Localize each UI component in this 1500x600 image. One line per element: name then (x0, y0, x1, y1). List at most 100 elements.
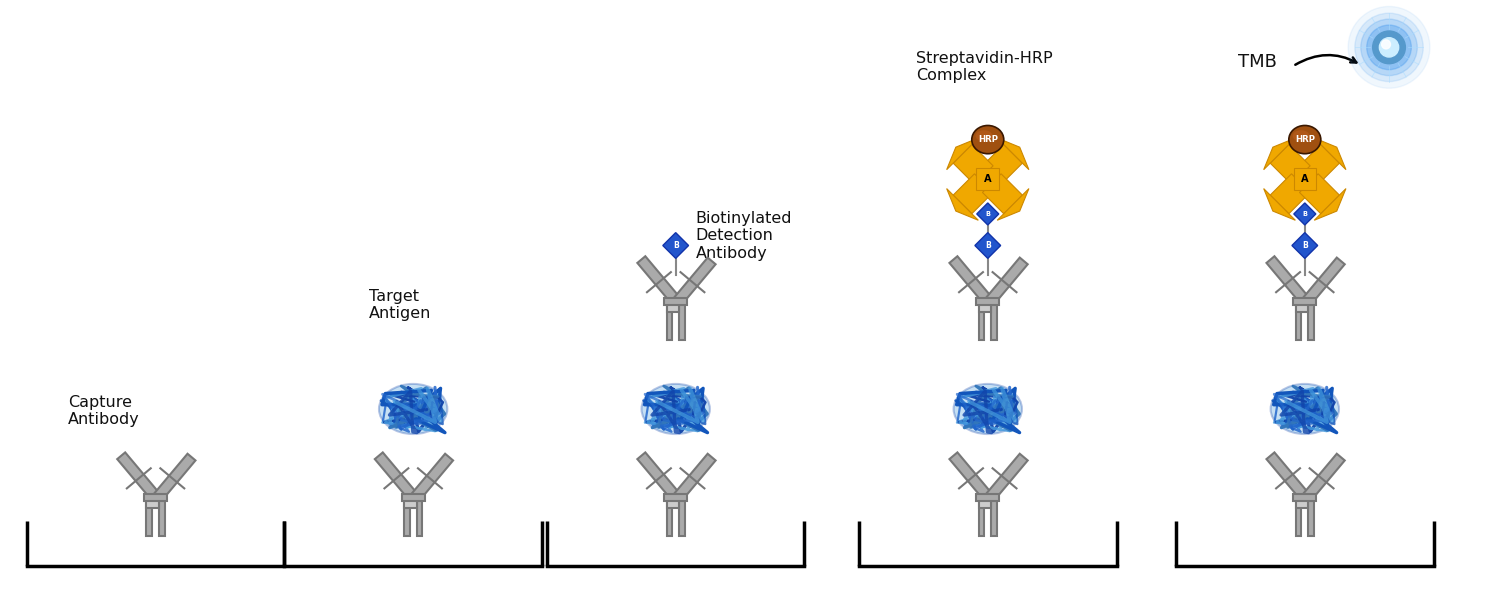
Polygon shape (975, 233, 1000, 259)
Text: A: A (1300, 174, 1308, 184)
Polygon shape (1299, 174, 1340, 214)
Bar (978, 303, 992, 312)
Bar (666, 300, 672, 340)
Polygon shape (411, 454, 453, 500)
Text: A: A (984, 174, 992, 184)
Bar (664, 494, 687, 501)
Polygon shape (952, 174, 993, 214)
Text: B: B (674, 241, 678, 250)
Polygon shape (950, 452, 992, 499)
Text: B: B (1302, 241, 1308, 250)
Polygon shape (375, 452, 416, 499)
Text: Target
Antigen: Target Antigen (369, 289, 430, 321)
Bar (147, 499, 159, 508)
Polygon shape (982, 174, 1023, 214)
Bar (680, 496, 686, 536)
Bar (1308, 300, 1314, 340)
Circle shape (1348, 7, 1430, 88)
Bar (1293, 168, 1316, 190)
Bar (1296, 499, 1308, 508)
Polygon shape (1266, 452, 1308, 499)
Polygon shape (998, 138, 1029, 170)
Text: HRP: HRP (978, 135, 998, 144)
Text: HRP: HRP (1294, 135, 1316, 144)
Text: B: B (986, 241, 990, 250)
Bar (976, 494, 999, 501)
Polygon shape (946, 188, 978, 220)
Polygon shape (1270, 145, 1310, 184)
Polygon shape (1263, 138, 1296, 170)
Bar (1308, 496, 1314, 536)
Bar (666, 303, 680, 312)
Bar (1293, 494, 1317, 501)
Bar (1296, 303, 1308, 312)
Bar (680, 300, 686, 340)
Ellipse shape (1270, 384, 1340, 434)
Bar (1293, 298, 1317, 305)
Polygon shape (1314, 138, 1346, 170)
Polygon shape (1304, 257, 1344, 304)
Bar (404, 496, 410, 536)
Bar (404, 499, 417, 508)
Polygon shape (976, 203, 999, 225)
Polygon shape (987, 454, 1028, 500)
Polygon shape (117, 452, 159, 499)
Bar (992, 496, 998, 536)
Bar (159, 496, 165, 536)
Text: Streptavidin-HRP
Complex: Streptavidin-HRP Complex (916, 51, 1053, 83)
Bar (976, 168, 999, 190)
Bar (978, 496, 984, 536)
Bar (664, 298, 687, 305)
Bar (666, 499, 680, 508)
Circle shape (1372, 31, 1406, 64)
Polygon shape (638, 452, 680, 499)
Text: TMB: TMB (1238, 53, 1276, 71)
Polygon shape (982, 145, 1023, 184)
Text: B: B (986, 211, 990, 217)
Polygon shape (998, 188, 1029, 220)
Polygon shape (952, 145, 993, 184)
Polygon shape (1299, 145, 1340, 184)
Bar (417, 496, 423, 536)
Polygon shape (674, 257, 716, 304)
Bar (1296, 300, 1302, 340)
Bar (1296, 496, 1302, 536)
Bar (144, 494, 166, 501)
Polygon shape (1314, 188, 1346, 220)
Polygon shape (1266, 256, 1308, 303)
Bar (978, 499, 992, 508)
Text: Capture
Antibody: Capture Antibody (69, 395, 140, 427)
Bar (978, 300, 984, 340)
Polygon shape (1292, 233, 1317, 259)
Text: B: B (1302, 211, 1308, 217)
Polygon shape (987, 257, 1028, 304)
Circle shape (1382, 40, 1390, 49)
Circle shape (1366, 25, 1411, 70)
Polygon shape (674, 454, 716, 500)
Ellipse shape (972, 125, 1004, 154)
Circle shape (1380, 38, 1398, 57)
Polygon shape (1304, 454, 1344, 500)
Polygon shape (946, 138, 978, 170)
Bar (402, 494, 424, 501)
Polygon shape (154, 454, 195, 500)
Polygon shape (1263, 188, 1296, 220)
Polygon shape (638, 256, 680, 303)
Polygon shape (1294, 203, 1316, 225)
Ellipse shape (380, 384, 447, 434)
Polygon shape (950, 256, 992, 303)
Polygon shape (1270, 174, 1310, 214)
Circle shape (1354, 13, 1424, 82)
Ellipse shape (642, 384, 710, 434)
Bar (147, 496, 152, 536)
Ellipse shape (954, 384, 1022, 434)
Polygon shape (663, 233, 688, 259)
Bar (976, 298, 999, 305)
Bar (992, 300, 998, 340)
Ellipse shape (1288, 125, 1322, 154)
Circle shape (1360, 19, 1418, 76)
Ellipse shape (1293, 130, 1310, 142)
Text: Biotinylated
Detection
Antibody: Biotinylated Detection Antibody (696, 211, 792, 260)
Ellipse shape (975, 130, 993, 142)
Bar (666, 496, 672, 536)
